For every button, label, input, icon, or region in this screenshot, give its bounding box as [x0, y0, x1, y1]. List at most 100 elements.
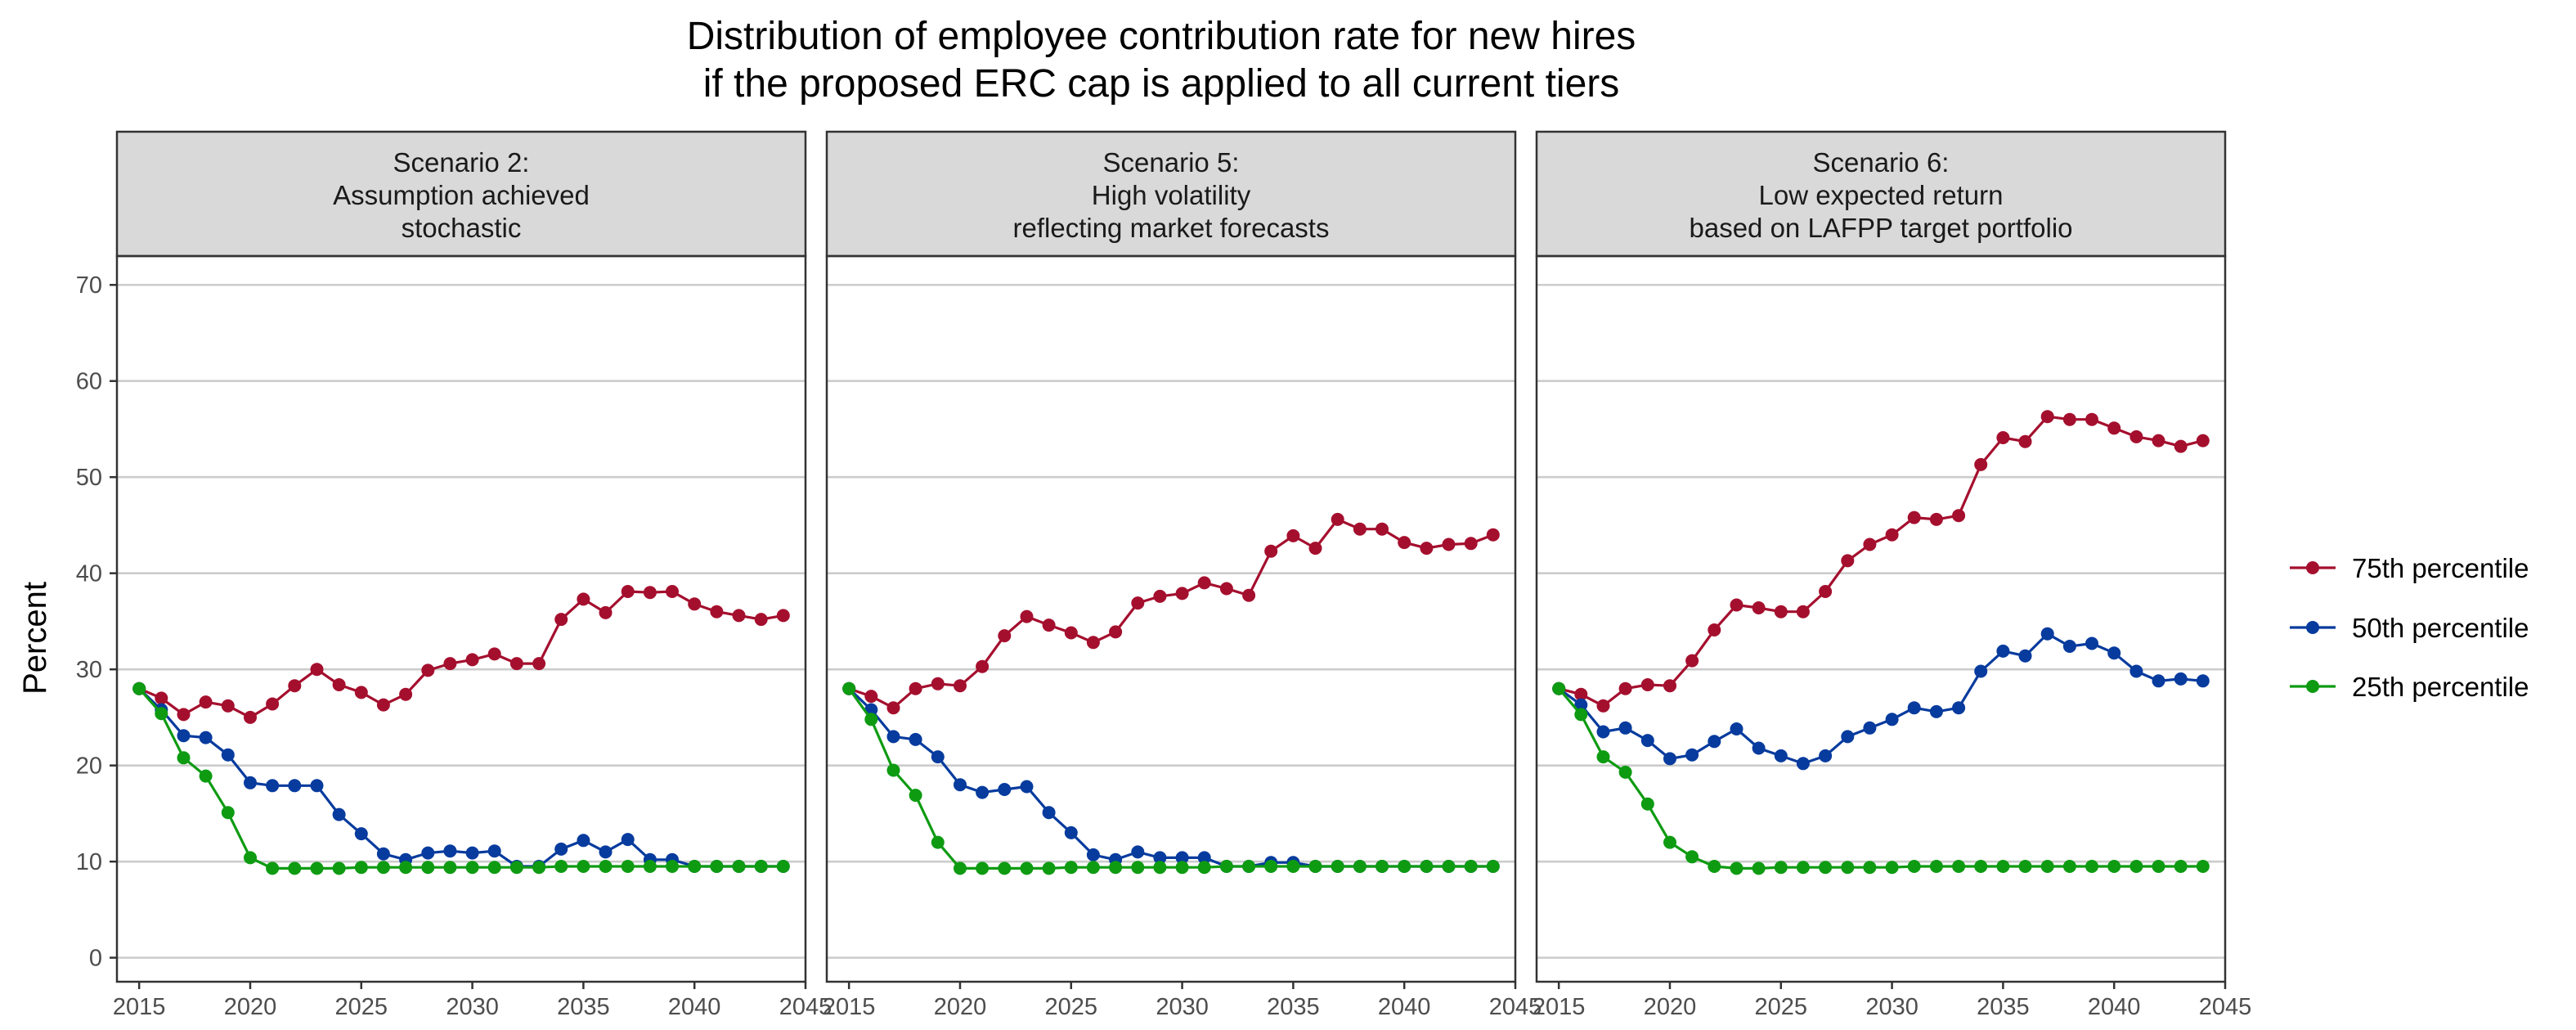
- data-point: [1219, 582, 1233, 596]
- data-point: [1197, 576, 1211, 590]
- data-point: [155, 691, 168, 705]
- data-point: [1574, 708, 1588, 722]
- data-point: [2152, 434, 2165, 448]
- data-point: [1042, 806, 1056, 820]
- data-point: [599, 845, 613, 859]
- data-point: [1885, 528, 1899, 542]
- legend-key-point: [2306, 621, 2319, 634]
- data-point: [1331, 512, 1344, 526]
- data-point: [2062, 640, 2076, 653]
- data-point: [886, 730, 900, 744]
- chart-title-line-2: if the proposed ERC cap is applied to al…: [703, 62, 1620, 106]
- panel-border: [825, 254, 1517, 983]
- data-point: [1863, 721, 1877, 735]
- data-point: [244, 776, 257, 789]
- x-tick-label: 2020: [1644, 994, 1697, 1020]
- data-point: [554, 860, 568, 873]
- data-point: [1929, 512, 1943, 526]
- data-point: [1486, 528, 1500, 542]
- x-tick-label: 2030: [1156, 994, 1209, 1020]
- data-point: [310, 861, 324, 875]
- data-point: [1730, 722, 1744, 735]
- data-point: [976, 659, 990, 673]
- data-point: [2085, 636, 2098, 650]
- x-tick-label: 2045: [779, 994, 832, 1020]
- data-point: [266, 697, 280, 711]
- data-point: [1885, 861, 1899, 875]
- data-point: [1752, 741, 1766, 755]
- x-tick-label: 2025: [335, 994, 388, 1020]
- strip-label-line: Scenario 5:: [1103, 147, 1240, 178]
- legend-key-point: [2306, 561, 2319, 574]
- data-point: [776, 609, 790, 623]
- data-point: [177, 751, 191, 765]
- data-point: [1020, 609, 1034, 623]
- data-point: [1286, 528, 1300, 542]
- data-point: [1640, 678, 1654, 691]
- data-point: [1952, 701, 1966, 715]
- data-point: [1109, 861, 1123, 875]
- data-point: [2196, 860, 2210, 873]
- panel-1: Scenario 2:Assumption achievedstochastic…: [76, 130, 832, 1020]
- data-point: [288, 779, 302, 793]
- data-point: [554, 842, 568, 856]
- data-point: [354, 827, 368, 841]
- data-point: [1952, 509, 1966, 523]
- data-point: [2040, 410, 2054, 424]
- data-point: [1819, 585, 1833, 598]
- data-point: [1175, 861, 1189, 875]
- data-point: [1109, 625, 1123, 639]
- data-point: [221, 748, 235, 762]
- data-point: [2152, 860, 2165, 873]
- data-point: [1863, 537, 1877, 551]
- data-point: [1774, 605, 1788, 618]
- data-point: [376, 698, 390, 712]
- data-point: [1907, 511, 1921, 524]
- data-point: [577, 860, 590, 873]
- data-point: [976, 785, 990, 799]
- data-point: [1442, 860, 1456, 873]
- data-point: [2174, 439, 2188, 453]
- strip-label-line: High volatility: [1092, 180, 1251, 210]
- data-point: [421, 663, 435, 677]
- data-point: [532, 657, 546, 671]
- data-point: [1086, 848, 1100, 861]
- data-point: [1685, 748, 1699, 762]
- data-point: [2018, 860, 2032, 873]
- data-point: [1020, 861, 1034, 875]
- data-point: [177, 708, 191, 722]
- data-point: [199, 695, 213, 709]
- data-point: [732, 609, 746, 623]
- data-point: [1308, 542, 1322, 555]
- data-point: [1618, 681, 1632, 695]
- data-point: [221, 806, 235, 820]
- data-point: [2174, 860, 2188, 873]
- data-point: [1264, 544, 1278, 558]
- data-point: [1308, 860, 1322, 873]
- data-point: [266, 779, 280, 793]
- data-point: [2107, 421, 2121, 435]
- data-point: [399, 861, 413, 875]
- chart-title-line-1: Distribution of employee contribution ra…: [687, 15, 1636, 58]
- data-point: [732, 860, 746, 873]
- strip-label-line: based on LAFPP target portfolio: [1689, 213, 2072, 243]
- data-point: [288, 861, 302, 875]
- data-point: [2129, 430, 2143, 443]
- x-tick-label: 2035: [1977, 994, 2030, 1020]
- data-point: [1353, 860, 1367, 873]
- legend-item: 50th percentile: [2290, 613, 2529, 643]
- data-point: [244, 710, 257, 724]
- data-point: [465, 653, 479, 667]
- data-point: [1552, 681, 1566, 695]
- data-point: [1885, 713, 1899, 726]
- x-tick-label: 2030: [1865, 994, 1919, 1020]
- strip-background: [1535, 130, 2227, 258]
- data-point: [1663, 752, 1676, 766]
- data-point: [621, 833, 635, 847]
- data-point: [1752, 861, 1766, 875]
- data-point: [465, 861, 479, 875]
- strip-label-line: Scenario 2:: [393, 147, 530, 178]
- data-point: [1020, 780, 1034, 794]
- data-point: [1618, 721, 1632, 735]
